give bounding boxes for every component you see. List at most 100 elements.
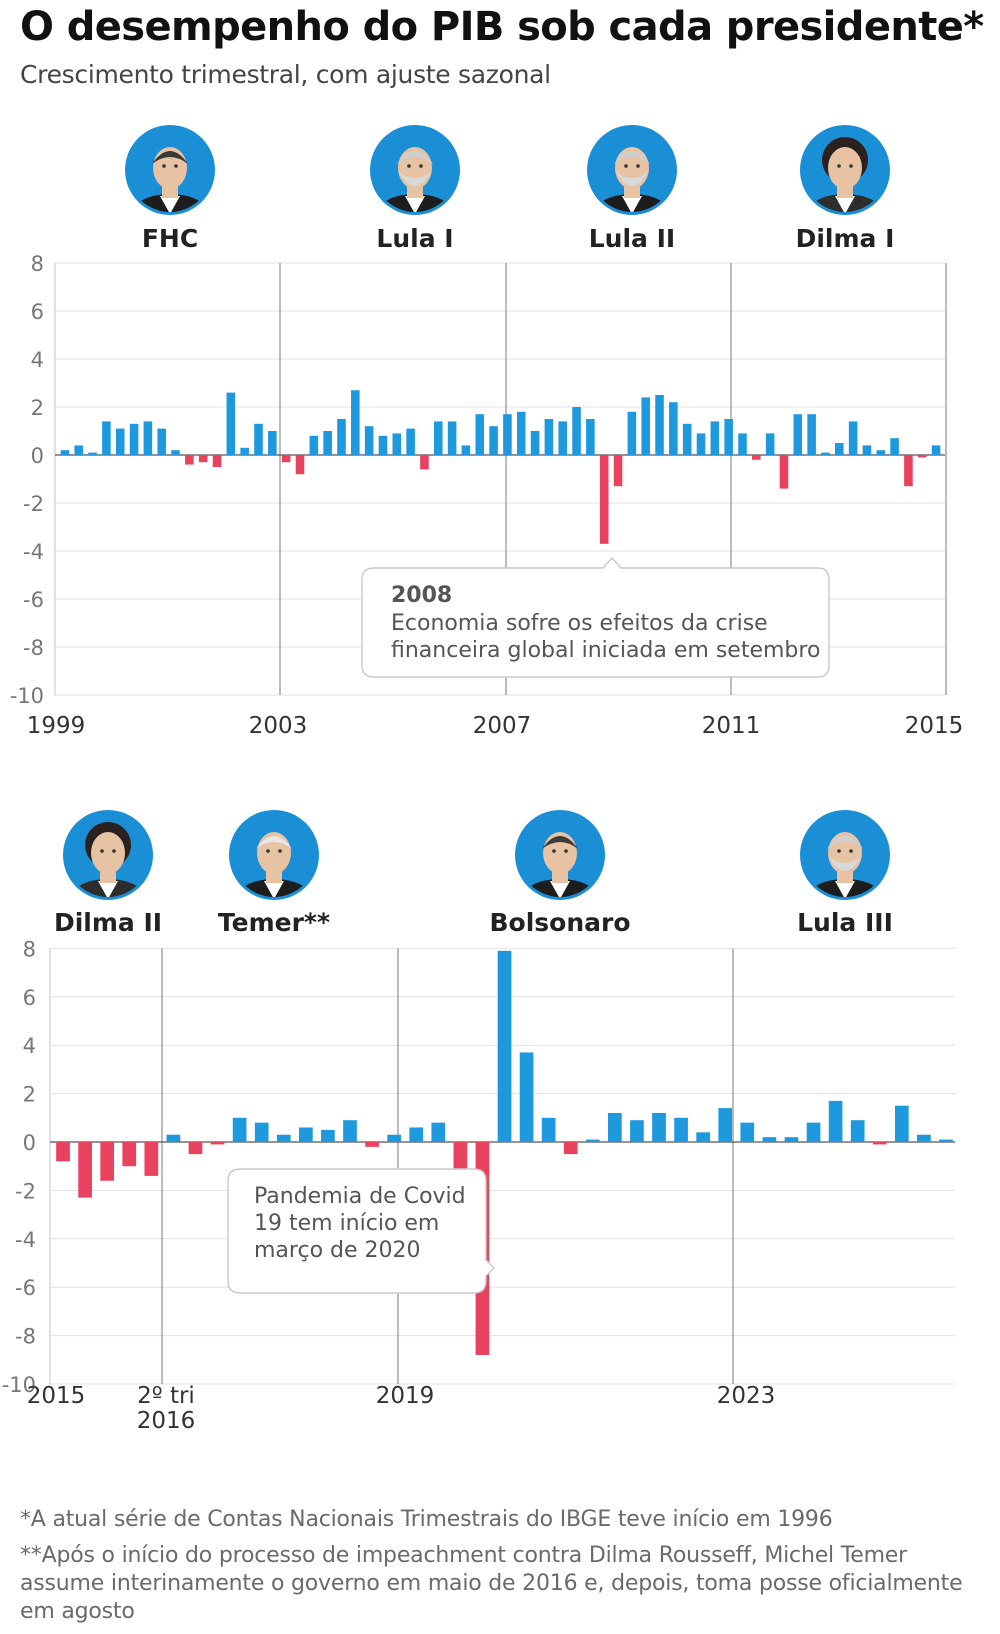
chart1-president-name: Dilma I <box>796 224 895 253</box>
chart2-bar <box>365 1142 379 1147</box>
chart2-bar <box>674 1117 688 1142</box>
chart1-y-tick-label: -2 <box>23 492 44 516</box>
chart1-y-tick-label: 2 <box>31 396 44 420</box>
chart1-bar <box>309 435 319 455</box>
chart2-bar <box>122 1142 137 1167</box>
chart1-bar <box>281 455 291 463</box>
chart1-bar <box>669 402 678 455</box>
chart2-bar <box>939 1139 953 1142</box>
chart2-bar <box>321 1129 335 1142</box>
chart1-bar <box>917 455 927 458</box>
chart2-bar <box>210 1142 225 1145</box>
chart1-bar <box>890 438 899 455</box>
chart2-bar <box>276 1134 291 1142</box>
chart1-bar <box>406 428 415 455</box>
chart2-bar <box>850 1120 865 1142</box>
chart1-bar <box>586 419 595 455</box>
chart1-y-tick-label: 0 <box>31 444 44 468</box>
chart1-bar <box>447 421 457 455</box>
footnote-ibge-series: *A atual série de Contas Nacionais Trime… <box>20 1507 833 1532</box>
chart1-bar <box>198 455 208 463</box>
chart1-y-tick-label: 8 <box>31 252 44 276</box>
chart1-annotation: 2008 Economia sofre os efeitos da crisefi… <box>361 556 830 678</box>
chart2-y-tick-label: 8 <box>23 937 36 961</box>
chart2-y-tick-label: 6 <box>23 986 36 1010</box>
chart1-x-tick-label: 1999 <box>27 713 86 739</box>
chart2-portrait-1 <box>229 810 319 900</box>
chart2-bar <box>299 1127 313 1142</box>
chart2-bar <box>100 1142 115 1181</box>
chart1-bar <box>599 455 609 544</box>
chart2-bar <box>894 1105 909 1142</box>
chart2-annotation-box <box>227 1168 495 1294</box>
chart1-bar <box>489 426 498 455</box>
chart1-portrait-2 <box>587 125 677 215</box>
chart1-x-tick-label: 2007 <box>473 713 532 739</box>
chart-subtitle: Crescimento trimestral, com ajuste sazon… <box>20 60 551 89</box>
chart1-bar <box>724 419 733 455</box>
chart1-bar <box>544 419 554 455</box>
chart1-bar <box>240 447 249 455</box>
chart1-bar <box>752 455 761 460</box>
chart1-bar <box>212 455 222 467</box>
chart1-bar <box>392 433 402 455</box>
chart1-bar <box>558 421 568 455</box>
chart2-annotation-text: Pandemia de Covid <box>254 1184 466 1209</box>
chart1-bar <box>876 450 886 455</box>
chart2-portrait-3 <box>800 810 890 900</box>
chart1-bar <box>765 433 775 455</box>
chart1-bar <box>226 392 236 455</box>
footnote-temer: **Após o início do processo de impeachme… <box>20 1543 963 1624</box>
chart1-bar <box>613 455 623 487</box>
chart1-annotation-text: financeira global iniciada em setembro <box>391 638 820 663</box>
chart1-annotation-box <box>361 556 830 678</box>
chart2-bar <box>254 1122 269 1142</box>
chart1-annotation-text: Economia sofre os efeitos da crise <box>391 611 768 636</box>
chart1-bar <box>655 395 664 455</box>
chart2-bar <box>497 950 512 1142</box>
chart1-bar <box>641 397 650 455</box>
chart1-bar <box>171 450 180 455</box>
chart1-bar <box>793 414 803 455</box>
chart1-bar <box>378 435 388 455</box>
chart1-bar <box>323 431 332 455</box>
chart2-bar <box>166 1134 181 1142</box>
chart2-bar <box>188 1142 203 1155</box>
chart2-bar <box>585 1139 600 1142</box>
chart2-bar <box>652 1112 666 1142</box>
chart1-bar <box>143 421 153 455</box>
chart1-bar <box>185 455 194 465</box>
chart2-bar <box>828 1100 843 1142</box>
chart2-bar <box>762 1137 777 1142</box>
chart1-bar <box>60 450 70 455</box>
chart1-bar <box>848 421 858 455</box>
chart2-y-tick-label: -4 <box>15 1228 36 1252</box>
chart1-bar <box>268 431 277 455</box>
chart1-y-tick-label: -6 <box>23 588 44 612</box>
chart2-y-tick-label: -10 <box>2 1373 36 1397</box>
chart2-bar <box>541 1117 556 1142</box>
gdp-chart-1999-2015: 8 6 4 2 0 -2 -4 -6 -8 -10 1999 2003 2007 2011 2015 FHC L… <box>10 125 963 739</box>
chart2-bar <box>696 1132 711 1142</box>
chart1-bar <box>337 419 346 455</box>
chart1-annotation-title: 2008 <box>391 583 452 608</box>
chart2-bar <box>806 1122 821 1142</box>
chart1-bar <box>530 431 540 455</box>
chart2-x-tick-label: 2016 <box>137 1408 196 1434</box>
chart1-bar <box>503 414 512 455</box>
chart2-annotation-text: 19 tem início em <box>254 1211 439 1236</box>
chart1-bar <box>862 445 872 455</box>
chart2-bar <box>872 1142 887 1145</box>
chart2-portrait-0 <box>63 810 153 900</box>
chart2-bar <box>431 1122 446 1142</box>
chart2-president-name: Temer** <box>218 908 330 937</box>
chart2-bar <box>740 1122 755 1142</box>
chart2-bar <box>56 1142 70 1162</box>
chart1-bar <box>129 423 139 455</box>
chart2-bar <box>409 1127 424 1142</box>
chart1-bar <box>115 428 125 455</box>
chart2-y-tick-label: -8 <box>15 1325 36 1349</box>
chart2-x-tick-label: 2019 <box>376 1383 435 1409</box>
chart1-president-name: FHC <box>142 224 198 253</box>
chart2-annotation-text: março de 2020 <box>254 1238 421 1263</box>
